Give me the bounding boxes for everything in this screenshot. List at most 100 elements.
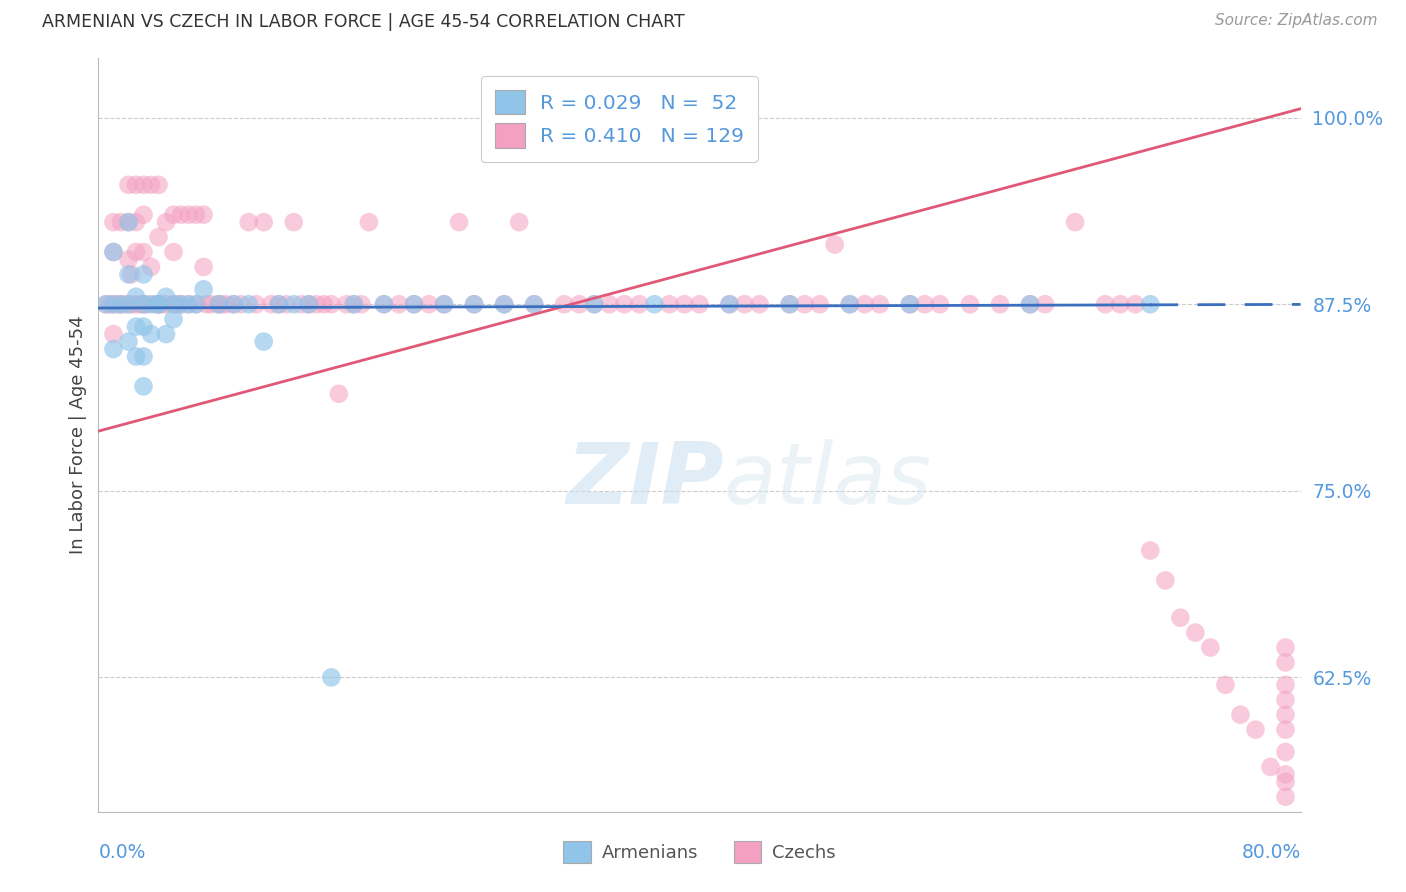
Point xyxy=(117,334,139,349)
Point xyxy=(523,297,546,311)
Point xyxy=(305,297,328,311)
Text: ZIP: ZIP xyxy=(565,439,724,522)
Point xyxy=(114,297,136,311)
Point xyxy=(463,297,485,311)
Point xyxy=(155,297,177,311)
Point xyxy=(139,297,162,311)
Point xyxy=(208,297,231,311)
Point xyxy=(1274,656,1296,670)
Point xyxy=(463,297,485,311)
Point xyxy=(132,268,155,282)
Point xyxy=(121,297,143,311)
Point xyxy=(148,297,170,311)
Point xyxy=(162,312,184,326)
Point xyxy=(1064,215,1087,229)
Point xyxy=(1139,297,1161,311)
Point xyxy=(357,215,380,229)
Point xyxy=(1274,707,1296,722)
Point xyxy=(898,297,921,311)
Point xyxy=(689,297,711,311)
Legend: Armenians, Czechs: Armenians, Czechs xyxy=(553,830,846,874)
Point xyxy=(1274,745,1296,759)
Point xyxy=(350,297,373,311)
Text: atlas: atlas xyxy=(724,439,932,522)
Point xyxy=(117,252,139,267)
Point xyxy=(155,290,177,304)
Point xyxy=(125,297,148,311)
Point xyxy=(231,297,253,311)
Point xyxy=(166,297,188,311)
Point xyxy=(170,297,193,311)
Point xyxy=(929,297,952,311)
Point xyxy=(1199,640,1222,655)
Point xyxy=(148,297,170,311)
Point xyxy=(139,178,162,192)
Point xyxy=(276,297,298,311)
Point xyxy=(373,297,395,311)
Point xyxy=(125,290,148,304)
Point xyxy=(162,297,184,311)
Point xyxy=(553,297,575,311)
Point xyxy=(193,282,215,296)
Point xyxy=(195,297,218,311)
Point xyxy=(208,297,231,311)
Point xyxy=(643,297,665,311)
Point xyxy=(418,297,440,311)
Point xyxy=(1274,693,1296,707)
Point xyxy=(793,297,815,311)
Point xyxy=(613,297,636,311)
Point xyxy=(94,297,117,311)
Point xyxy=(245,297,267,311)
Point xyxy=(155,215,177,229)
Point xyxy=(117,215,139,229)
Point xyxy=(1123,297,1146,311)
Point xyxy=(222,297,245,311)
Point xyxy=(628,297,651,311)
Point xyxy=(433,297,456,311)
Text: 0.0%: 0.0% xyxy=(98,843,146,862)
Point xyxy=(1094,297,1116,311)
Point xyxy=(673,297,696,311)
Point xyxy=(402,297,425,311)
Point xyxy=(103,327,125,342)
Point xyxy=(94,297,117,311)
Point xyxy=(388,297,411,311)
Point xyxy=(298,297,321,311)
Point xyxy=(1229,707,1251,722)
Point xyxy=(184,208,207,222)
Point xyxy=(139,260,162,274)
Point xyxy=(838,297,860,311)
Point xyxy=(718,297,741,311)
Point xyxy=(447,215,470,229)
Point xyxy=(155,327,177,342)
Point xyxy=(132,245,155,260)
Point xyxy=(117,178,139,192)
Point xyxy=(238,297,260,311)
Point xyxy=(494,297,516,311)
Point xyxy=(853,297,876,311)
Point xyxy=(135,297,157,311)
Point xyxy=(808,297,831,311)
Point xyxy=(145,297,167,311)
Point xyxy=(125,215,148,229)
Point xyxy=(132,350,155,364)
Point xyxy=(1170,610,1192,624)
Point xyxy=(184,297,207,311)
Point xyxy=(267,297,290,311)
Point xyxy=(193,208,215,222)
Point xyxy=(508,215,530,229)
Point xyxy=(1215,678,1237,692)
Point xyxy=(290,297,312,311)
Point xyxy=(494,297,516,311)
Point xyxy=(583,297,606,311)
Point xyxy=(598,297,620,311)
Point xyxy=(148,297,170,311)
Point xyxy=(103,215,125,229)
Point xyxy=(298,297,321,311)
Point xyxy=(321,670,343,684)
Point xyxy=(1274,775,1296,789)
Point xyxy=(335,297,357,311)
Point xyxy=(959,297,981,311)
Point xyxy=(718,297,741,311)
Point xyxy=(110,215,132,229)
